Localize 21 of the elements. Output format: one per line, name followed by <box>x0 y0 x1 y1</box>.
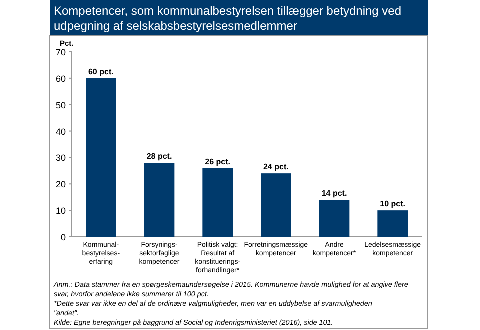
data-label: 14 pct. <box>322 189 348 198</box>
bar <box>86 78 116 237</box>
y-tick-label: 70 <box>56 48 66 58</box>
bar <box>319 200 350 237</box>
bar <box>261 174 292 237</box>
data-label: 28 pct. <box>146 152 172 161</box>
y-tick-label: 50 <box>56 100 66 110</box>
y-tick-label: 60 <box>56 74 66 84</box>
y-tick-label: 40 <box>56 126 66 137</box>
data-label: 26 pct. <box>205 157 231 166</box>
data-label: 60 pct. <box>88 67 114 76</box>
chart-title: Kompetencer, som kommunalbestyrelsen tillægger betydning ved udpegning af selskabsbestyrelsesmedlemmer <box>54 4 402 33</box>
data-label: 24 pct. <box>263 162 289 172</box>
bar <box>202 168 233 237</box>
bar <box>378 210 408 237</box>
y-tick-label: 10 <box>56 206 66 216</box>
bar <box>144 163 175 237</box>
y-tick-label: 0 <box>60 232 66 242</box>
data-label: 10 pct. <box>380 200 406 209</box>
y-tick-label: 30 <box>56 153 66 164</box>
y-tick-label: 20 <box>56 180 66 190</box>
